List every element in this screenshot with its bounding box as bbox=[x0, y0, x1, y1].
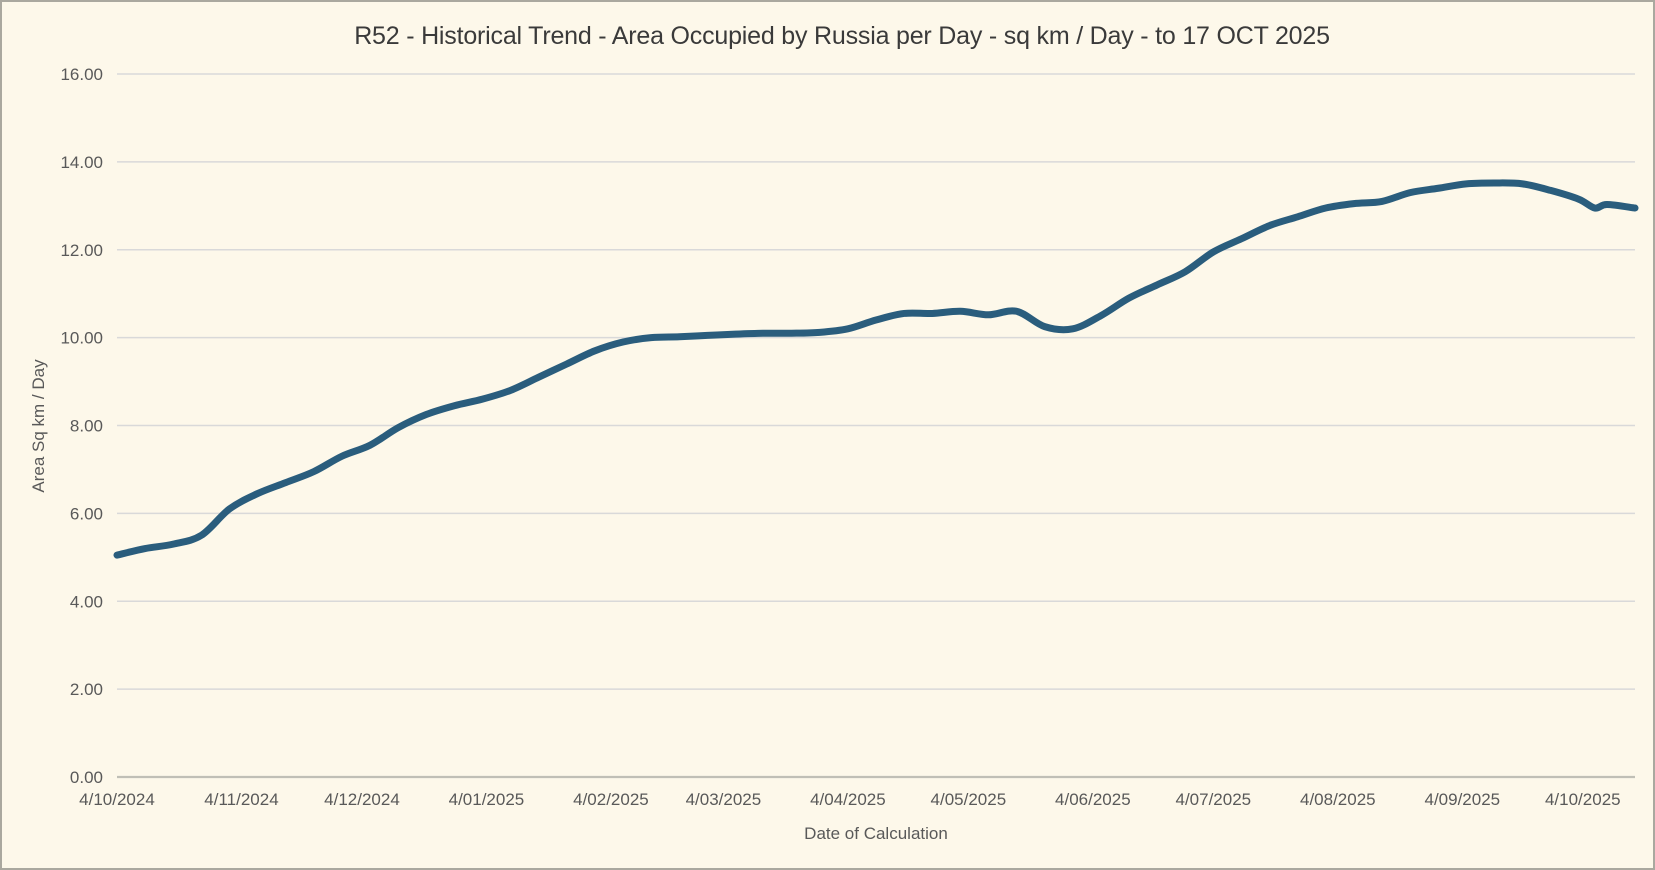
x-tick-label: 4/01/2025 bbox=[449, 790, 525, 809]
x-tick-label: 4/10/2024 bbox=[79, 790, 155, 809]
y-tick-label: 8.00 bbox=[70, 417, 103, 436]
gridlines-layer bbox=[117, 73, 1635, 779]
y-tick-label: 16.00 bbox=[60, 65, 103, 84]
y-tick-label: 6.00 bbox=[70, 504, 103, 523]
x-tick-label: 4/02/2025 bbox=[573, 790, 649, 809]
y-axis-title: Area Sq km / Day bbox=[29, 359, 48, 493]
y-tick-label: 2.00 bbox=[70, 680, 103, 699]
y-tick-label: 10.00 bbox=[60, 329, 103, 348]
x-tick-label: 4/04/2025 bbox=[810, 790, 886, 809]
y-tick-label: 0.00 bbox=[70, 768, 103, 787]
y-tick-label: 12.00 bbox=[60, 241, 103, 260]
x-axis-tick-labels: 4/10/2024 4/11/2024 4/12/2024 4/01/2025 4/02… bbox=[79, 790, 1620, 809]
x-tick-label: 4/11/2024 bbox=[204, 790, 278, 809]
x-tick-label: 4/05/2025 bbox=[931, 790, 1007, 809]
x-tick-label: 4/12/2024 bbox=[324, 790, 400, 809]
x-tick-label: 4/06/2025 bbox=[1055, 790, 1131, 809]
x-tick-label: 4/08/2025 bbox=[1300, 790, 1376, 809]
y-axis-tick-labels: 0.00 2.00 4.00 6.00 8.00 10.00 12.00 14.00 16.00 bbox=[60, 65, 103, 787]
series-layer bbox=[113, 179, 1639, 559]
y-tick-label: 14.00 bbox=[60, 153, 103, 172]
x-axis-title: Date of Calculation bbox=[804, 824, 948, 843]
trend-line bbox=[113, 179, 1639, 559]
x-tick-label: 4/03/2025 bbox=[686, 790, 762, 809]
x-tick-label: 4/07/2025 bbox=[1176, 790, 1252, 809]
y-tick-label: 4.00 bbox=[70, 592, 103, 611]
chart-title: R52 - Historical Trend - Area Occupied b… bbox=[354, 22, 1330, 50]
x-tick-label: 4/10/2025 bbox=[1545, 790, 1621, 809]
x-tick-label: 4/09/2025 bbox=[1424, 790, 1500, 809]
